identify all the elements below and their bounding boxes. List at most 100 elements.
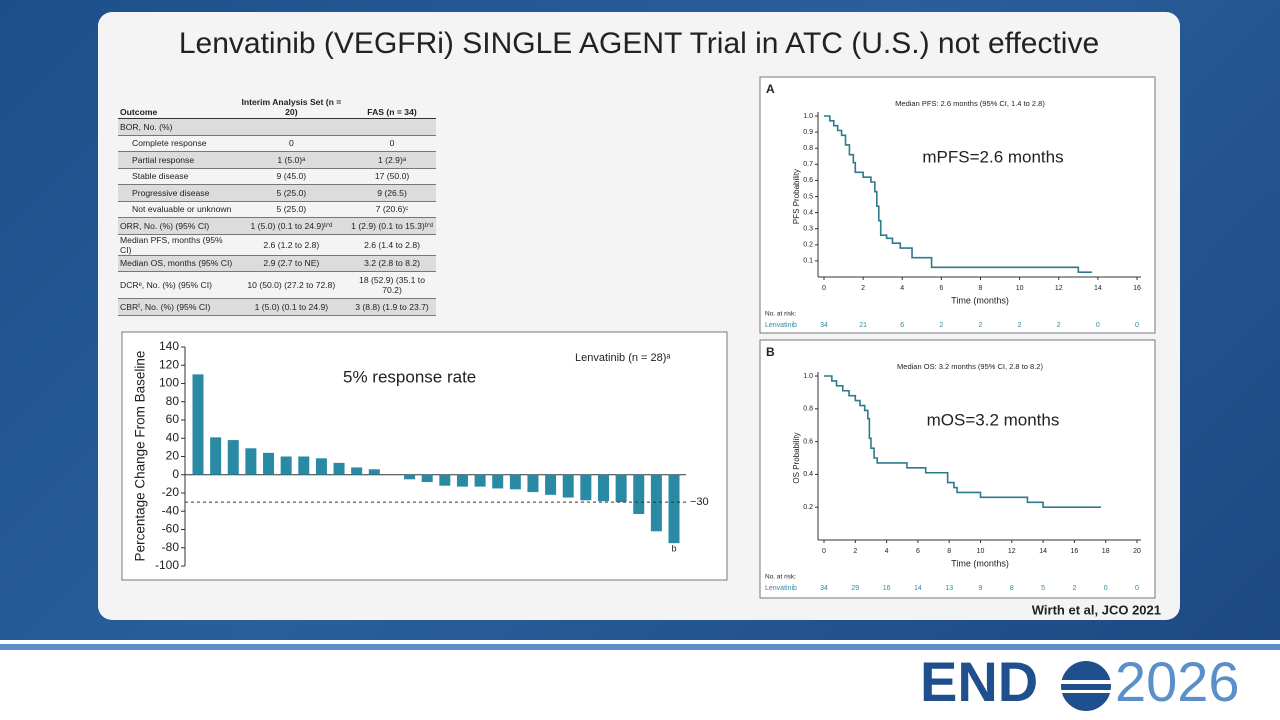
bar [404, 474, 416, 480]
risk-value: 2 [1057, 322, 1061, 329]
table-header: Outcome Interim Analysis Set (n = 20) FAS … [118, 92, 436, 119]
table-cell: 3.2 (2.8 to 8.2) [348, 255, 436, 272]
risk-value: 0 [1135, 585, 1139, 592]
legend-label: Lenvatinib (n = 28)ᵃ [575, 352, 671, 364]
risk-value: 2 [939, 322, 943, 329]
table-cell: 0 [234, 135, 349, 152]
y-axis-label: OS Probability [792, 432, 801, 483]
risk-label: Lenvatinib [765, 322, 797, 329]
table-row: Complete response 0 0 [118, 135, 436, 152]
y-tick-label: 0.1 [803, 258, 813, 265]
table-row: BOR, No. (%) [118, 118, 436, 136]
bar [227, 440, 239, 475]
table-cell: Complete response [118, 135, 235, 152]
bar [492, 474, 504, 489]
y-tick-label: 80 [166, 394, 180, 408]
table-cell: 1 (5.0)ᵃ [234, 151, 349, 169]
table-row: Partial response 1 (5.0)ᵃ 1 (2.9)ᵃ [118, 151, 436, 169]
table-cell: ORR, No. (%) (95% CI) [118, 217, 235, 235]
risk-value: 16 [883, 585, 891, 592]
x-tick-label: 20 [1133, 548, 1141, 555]
y-tick-label: 120 [159, 357, 179, 371]
y-tick-label: 100 [159, 376, 179, 390]
bar [580, 474, 592, 501]
y-tick-label: 1.0 [803, 113, 813, 120]
table-row: Progressive disease 5 (25.0) 9 (26.5) [118, 184, 436, 202]
annotation: mOS=3.2 months [927, 410, 1060, 429]
table-cell: 1 (5.0) (0.1 to 24.9)ᵇ'ᵈ [234, 217, 349, 235]
header-cell: FAS (n = 34) [348, 92, 436, 119]
y-tick-label: 0.8 [803, 145, 813, 152]
y-tick-label: 0.6 [803, 177, 813, 184]
bar [615, 474, 627, 503]
annotation: mPFS=2.6 months [922, 147, 1063, 166]
x-tick-label: 8 [979, 285, 983, 292]
risk-value: 2 [1072, 585, 1076, 592]
y-tick-label: 0.6 [803, 438, 813, 445]
risk-value: 29 [851, 585, 859, 592]
bar [210, 437, 222, 475]
table-cell: Median PFS, months (95% CI) [118, 234, 235, 256]
risk-value: 13 [945, 585, 953, 592]
risk-value: 2 [979, 322, 983, 329]
km-b-frame [759, 339, 1156, 599]
table-cell: 9 (45.0) [234, 168, 349, 185]
bar [298, 456, 310, 475]
x-tick-label: 16 [1071, 548, 1079, 555]
km-title: Median OS: 3.2 months (95% CI, 2.8 to 8.… [897, 362, 1043, 371]
x-tick-label: 10 [977, 548, 985, 555]
y-tick-label: 0.7 [803, 161, 813, 168]
y-axis-label: PFS Probability [792, 169, 801, 224]
bar [315, 458, 327, 475]
y-tick-label: -20 [162, 485, 180, 499]
y-tick-label: 0.8 [803, 406, 813, 413]
risk-value: 0 [1135, 322, 1139, 329]
table-row: Stable disease 9 (45.0) 17 (50.0) [118, 168, 436, 185]
risk-value: 34 [820, 585, 828, 592]
bar [368, 469, 380, 475]
y-tick-label: -100 [155, 558, 179, 572]
bar [351, 467, 363, 475]
y-tick-label: 140 [159, 339, 179, 353]
y-tick-label: 20 [166, 449, 180, 463]
bar [439, 474, 451, 486]
x-tick-label: 8 [947, 548, 951, 555]
risk-label: Lenvatinib [765, 585, 797, 592]
bar [545, 474, 557, 495]
km-a-frame [759, 76, 1156, 334]
table-row: Median OS, months (95% CI) 2.9 (2.7 to NE… [118, 255, 436, 272]
risk-value: 0 [1104, 585, 1108, 592]
y-tick-label: 0.4 [803, 209, 813, 216]
table-cell: BOR, No. (%) [118, 118, 235, 136]
x-axis-label: Time (months) [951, 295, 1009, 305]
x-tick-label: 6 [916, 548, 920, 555]
x-tick-label: 2 [861, 285, 865, 292]
x-tick-label: 14 [1094, 285, 1102, 292]
citation: Wirth et al, JCO 2021 [1032, 602, 1161, 617]
y-tick-label: 1.0 [803, 373, 813, 380]
y-tick-label: -60 [162, 522, 180, 536]
table-cell: 17 (50.0) [348, 168, 436, 185]
table-cell: Stable disease [118, 168, 235, 185]
x-axis-label: Time (months) [951, 558, 1009, 568]
y-tick-label: -40 [162, 503, 180, 517]
y-tick-label: 0.2 [803, 504, 813, 511]
table-cell: 1 (2.9)ᵃ [348, 151, 436, 169]
x-tick-label: 14 [1039, 548, 1047, 555]
logo-globe [1058, 661, 1114, 711]
table-row: ORR, No. (%) (95% CI) 1 (5.0) (0.1 to 24.… [118, 217, 436, 235]
threshold-label: −30 [690, 496, 709, 508]
table-row: DCRᵉ, No. (%) (95% CI) 10 (50.0) (27.2 to… [118, 271, 436, 299]
x-tick-label: 2 [853, 548, 857, 555]
x-tick-label: 4 [885, 548, 889, 555]
x-tick-label: 0 [822, 548, 826, 555]
y-tick-label: 0.5 [803, 193, 813, 200]
bar [245, 448, 257, 475]
bar [192, 374, 204, 475]
bar [280, 456, 292, 475]
table-cell: 1 (2.9) (0.1 to 15.3)ᵇ'ᵈ [348, 217, 436, 235]
x-tick-label: 12 [1008, 548, 1016, 555]
y-tick-label: -80 [162, 540, 180, 554]
risk-value: 2 [1018, 322, 1022, 329]
